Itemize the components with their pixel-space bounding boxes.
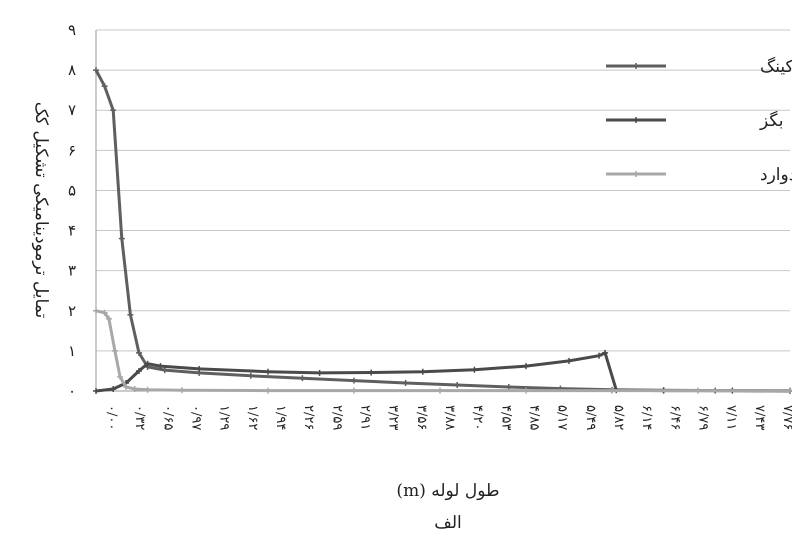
y-tick-label: ۸ (68, 61, 76, 79)
y-tick-label: ۵ (68, 181, 76, 199)
data-point (350, 377, 357, 384)
data-point (196, 365, 203, 372)
x-tick-label: ۷/۱۱ (724, 405, 739, 430)
data-point (101, 83, 108, 90)
data-point (694, 387, 701, 394)
data-point (93, 388, 99, 394)
x-tick-label: ۲/۲۶ (301, 405, 316, 430)
x-tick-label: ۶/۴۶ (667, 405, 682, 430)
data-point (144, 360, 151, 367)
data-point (93, 307, 99, 314)
legend-label: بودوارد (760, 165, 792, 185)
y-tick-labels: ۰ ۱ ۲ ۳ ۴ ۵ ۶ ۷ ۸ ۹ (68, 21, 76, 400)
x-tick-label: ۳/۸۸ (442, 405, 457, 430)
y-axis-label: تمایل ترمودینامیکی تشکیل کک (31, 102, 51, 319)
x-tick-label: ۴/۵۳ (498, 405, 513, 430)
legend: کراکینگ بگز بودوارد (606, 56, 792, 185)
data-point (111, 347, 118, 354)
data-point (522, 387, 529, 394)
x-tick-label: ۳/۵۶ (414, 405, 429, 430)
data-point (522, 363, 529, 370)
y-tick-label: ۹ (68, 21, 76, 39)
data-point (454, 381, 461, 388)
x-tick-label: ۱/۶۲ (245, 405, 260, 430)
data-point (471, 366, 478, 373)
y-tick-label: ۴ (68, 222, 76, 240)
data-point (127, 311, 134, 318)
x-tick-label: ۲/۹۱ (358, 405, 373, 430)
data-point (178, 387, 185, 394)
x-tick-label: ۶/۱۴ (639, 405, 654, 430)
series-line (95, 351, 791, 393)
x-tick-label: ۵/۴۹ (583, 405, 598, 430)
data-point (131, 385, 138, 392)
x-tick-label: ۴/۲۰ (470, 405, 485, 430)
x-tick-label: ۷/۴۳ (752, 405, 767, 430)
data-point (123, 383, 130, 390)
data-point (247, 372, 254, 379)
y-tick-label: ۲ (68, 302, 76, 320)
data-point (402, 379, 409, 386)
data-point (144, 386, 151, 393)
data-point (110, 385, 117, 392)
data-point (105, 315, 112, 322)
x-tick-label: ۶/۷۹ (696, 405, 711, 430)
data-point (93, 67, 99, 74)
legend-label: کراکینگ (760, 56, 792, 77)
data-point (135, 349, 142, 356)
data-point (436, 387, 443, 394)
x-tick-label: ۰/۰۰ (104, 405, 119, 430)
data-point (161, 367, 168, 374)
data-point (135, 367, 142, 374)
data-point (101, 309, 108, 316)
x-tick-label: ۰/۳۲ (132, 405, 147, 430)
y-tick-label: ۱ (68, 342, 76, 360)
data-point (368, 369, 375, 376)
data-point (110, 107, 117, 114)
x-axis-label: طول لوله (m) (396, 481, 499, 501)
data-point (787, 387, 792, 394)
legend-label: بگز (759, 110, 784, 131)
x-tick-label: ۳/۲۳ (386, 405, 401, 430)
data-point (118, 235, 125, 242)
y-tick-label: ۶ (68, 141, 76, 159)
series-line (95, 309, 790, 393)
data-point (350, 387, 357, 394)
data-point (608, 387, 615, 394)
data-point (117, 373, 124, 380)
x-tick-label: ۲/۵۹ (329, 405, 344, 430)
data-point (299, 375, 306, 382)
data-point (264, 387, 271, 394)
y-tick-label: ۰ (68, 382, 76, 400)
data-point (264, 368, 271, 375)
data-point (565, 357, 572, 364)
y-tick-label: ۳ (68, 262, 76, 280)
x-tick-label: ۰/۶۵ (160, 405, 175, 430)
data-point (316, 369, 323, 376)
x-tick-labels: ۰/۰۰ ۰/۳۲ ۰/۶۵ ۰/۹۷ ۱/۲۹ ۱/۶۲ ۱/۹۴ ۲/۲۶ ۲/۵۹ ۲/۹۱… (104, 405, 792, 430)
x-tick-label: ۷/۷۶ (780, 405, 792, 430)
data-point (596, 352, 603, 359)
x-tick-label: ۱/۲۹ (217, 405, 232, 430)
data-point (157, 363, 164, 370)
data-point (602, 349, 609, 356)
data-point (419, 368, 426, 375)
grid (96, 29, 790, 392)
data-point (505, 383, 512, 390)
x-tick-label: ۵/۸۲ (611, 405, 626, 430)
series-layer (93, 67, 792, 394)
figure-caption: الف (434, 513, 462, 533)
x-tick-label: ۴/۸۵ (527, 405, 542, 430)
x-tick-label: ۰/۹۷ (189, 405, 204, 430)
x-tick-label: ۱/۹۴ (273, 405, 288, 430)
axes (95, 30, 790, 392)
y-tick-label: ۷ (68, 101, 76, 119)
x-tick-label: ۵/۱۷ (555, 405, 570, 430)
